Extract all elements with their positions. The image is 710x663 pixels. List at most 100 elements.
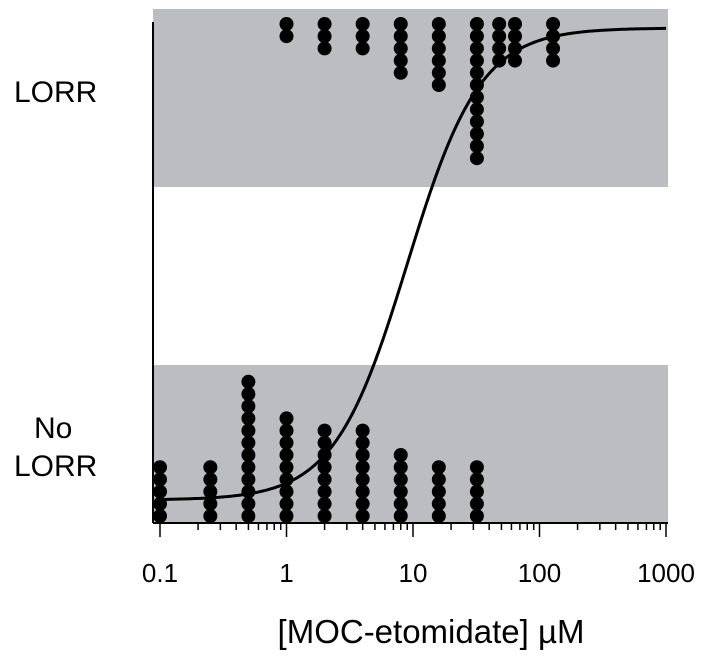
no-lorr-point [355, 496, 370, 511]
lorr-point [546, 53, 561, 68]
lorr-point [492, 41, 507, 56]
lorr-point [546, 41, 561, 56]
no-lorr-point [355, 472, 370, 487]
lorr-point [507, 29, 522, 44]
lorr-points [279, 17, 561, 166]
lorr-point [317, 41, 332, 56]
no-lorr-point [153, 496, 167, 511]
no-lorr-point [279, 484, 294, 499]
x-tick-label: 0.1 [142, 558, 178, 588]
lorr-point [431, 53, 446, 68]
no-lorr-point [431, 509, 446, 523]
no-lorr-band [153, 365, 668, 523]
no-lorr-point [203, 472, 218, 487]
no-lorr-point [279, 423, 294, 438]
x-tick-label: 100 [518, 558, 561, 588]
lorr-point [469, 102, 484, 117]
no-lorr-point [431, 460, 446, 475]
category-label-no-lorr-line1: No [34, 412, 72, 445]
x-tick-label: 1000 [637, 558, 695, 588]
no-lorr-point [317, 484, 332, 499]
x-axis-tick-labels: 0.1 1 10 100 1000 [142, 558, 695, 588]
category-label-no-lorr-line2: LORR [14, 450, 97, 483]
lorr-point [469, 65, 484, 80]
no-lorr-point [469, 509, 484, 523]
lorr-point [469, 90, 484, 105]
lorr-point [431, 65, 446, 80]
no-lorr-point [241, 435, 256, 450]
no-lorr-point [241, 399, 256, 414]
no-lorr-point [203, 496, 218, 511]
no-lorr-point [355, 460, 370, 475]
lorr-point [393, 65, 408, 80]
no-lorr-point [153, 460, 167, 475]
lorr-point [469, 29, 484, 44]
no-lorr-point [279, 448, 294, 462]
lorr-point [507, 41, 522, 56]
no-lorr-point [279, 509, 294, 523]
no-lorr-point [241, 484, 256, 499]
no-lorr-point [317, 496, 332, 511]
no-lorr-point [393, 496, 408, 511]
lorr-point [469, 41, 484, 56]
no-lorr-point [241, 448, 256, 462]
lorr-point [355, 17, 370, 31]
no-lorr-point [431, 484, 446, 499]
no-lorr-point [431, 496, 446, 511]
lorr-point [317, 17, 332, 31]
no-lorr-point [241, 387, 256, 401]
x-axis-ticks [159, 523, 667, 537]
no-lorr-point [469, 496, 484, 511]
no-lorr-point [279, 496, 294, 511]
no-lorr-point [317, 472, 332, 487]
lorr-point [279, 29, 294, 44]
lorr-point [431, 29, 446, 44]
lorr-point [469, 53, 484, 68]
lorr-point [393, 29, 408, 44]
no-lorr-point [153, 472, 167, 487]
lorr-point [393, 41, 408, 56]
lorr-point [355, 41, 370, 56]
lorr-point [431, 17, 446, 31]
lorr-point [393, 17, 408, 31]
no-lorr-point [355, 435, 370, 450]
lorr-point [279, 17, 294, 31]
no-lorr-point [469, 460, 484, 475]
lorr-point [469, 114, 484, 129]
lorr-point [507, 53, 522, 68]
no-lorr-point [393, 484, 408, 499]
no-lorr-point [241, 496, 256, 511]
lorr-band [153, 9, 668, 187]
no-lorr-point [279, 472, 294, 487]
no-lorr-point [317, 423, 332, 438]
no-lorr-point [393, 448, 408, 462]
no-lorr-point [355, 448, 370, 462]
no-lorr-point [393, 472, 408, 487]
lorr-point [469, 139, 484, 153]
x-axis-title: [MOC-etomidate] µM [278, 613, 585, 650]
lorr-point [469, 151, 484, 166]
no-lorr-point [279, 411, 294, 426]
no-lorr-point [203, 484, 218, 499]
no-lorr-point [355, 509, 370, 523]
no-lorr-point [241, 411, 256, 426]
lorr-point [546, 17, 561, 31]
lorr-point [469, 17, 484, 31]
no-lorr-point [203, 460, 218, 475]
lorr-point [431, 78, 446, 92]
lorr-point [492, 29, 507, 44]
no-lorr-point [317, 460, 332, 475]
no-lorr-point [241, 472, 256, 487]
no-lorr-point [393, 460, 408, 475]
no-lorr-point [241, 374, 256, 389]
no-lorr-point [469, 484, 484, 499]
no-lorr-point [317, 509, 332, 523]
lorr-point [492, 53, 507, 68]
no-lorr-point [317, 435, 332, 450]
lorr-point [317, 29, 332, 44]
x-tick-label: 1 [279, 558, 293, 588]
no-lorr-point [355, 484, 370, 499]
lorr-point [492, 17, 507, 31]
x-tick-label: 10 [399, 558, 428, 588]
